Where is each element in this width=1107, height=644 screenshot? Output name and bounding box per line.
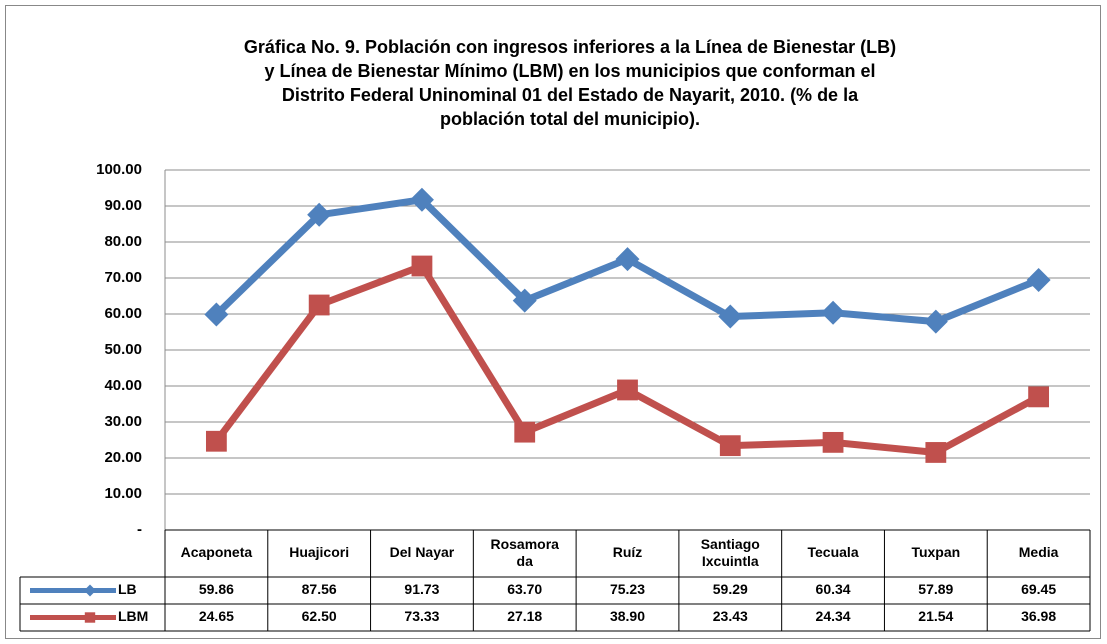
- y-tick-label: 60.00: [104, 305, 142, 322]
- marker: [512, 288, 537, 313]
- marker: [615, 247, 640, 272]
- x-tick-label: Rosamora da: [490, 536, 559, 569]
- marker: [84, 584, 96, 597]
- x-tick-label: Tuxpan: [911, 544, 960, 560]
- table-value: 87.56: [302, 581, 337, 597]
- table-value: 62.50: [302, 608, 337, 624]
- y-tick-label: 50.00: [104, 341, 142, 358]
- table-value: 24.34: [816, 608, 851, 624]
- marker: [409, 187, 434, 212]
- y-tick-label: 30.00: [104, 413, 142, 430]
- table-value: 59.29: [713, 581, 748, 597]
- x-tick-label: Media: [1019, 544, 1059, 560]
- marker: [411, 255, 433, 277]
- marker: [307, 202, 332, 227]
- table-value: 24.65: [199, 608, 234, 624]
- table-value: 57.89: [918, 581, 953, 597]
- y-tick-label: 10.00: [104, 485, 142, 502]
- marker: [1028, 386, 1050, 408]
- table-value: 63.70: [507, 581, 542, 597]
- y-tick-label: 40.00: [104, 377, 142, 394]
- y-tick-label: 100.00: [96, 161, 142, 178]
- chart-title: y Línea de Bienestar Mínimo (LBM) en los…: [264, 61, 875, 81]
- table-value: 75.23: [610, 581, 645, 597]
- table-value: 21.54: [918, 608, 953, 624]
- table-value: 60.34: [816, 581, 851, 597]
- x-tick-label: Acaponeta: [181, 544, 253, 560]
- marker: [308, 294, 330, 316]
- chart-title: Distrito Federal Uninominal 01 del Estad…: [282, 85, 859, 105]
- x-tick-label: Ruíz: [613, 544, 643, 560]
- y-tick-label: 90.00: [104, 197, 142, 214]
- table-value: 23.43: [713, 608, 748, 624]
- table-value: 69.45: [1021, 581, 1056, 597]
- legend-label: LBM: [118, 608, 148, 624]
- x-tick-label: Del Nayar: [390, 544, 455, 560]
- marker: [84, 612, 96, 623]
- table-value: 27.18: [507, 608, 542, 624]
- table-value: 91.73: [404, 581, 439, 597]
- marker: [821, 300, 846, 325]
- marker: [718, 304, 743, 329]
- marker: [925, 442, 947, 463]
- chart-title: Gráfica No. 9. Población con ingresos in…: [244, 37, 896, 57]
- marker: [204, 302, 229, 327]
- table-value: 36.98: [1021, 608, 1056, 624]
- marker: [719, 435, 741, 457]
- table-value: 38.90: [610, 608, 645, 624]
- y-tick-label: 80.00: [104, 233, 142, 250]
- marker: [205, 430, 227, 452]
- legend-label: LB: [118, 581, 137, 597]
- marker: [514, 421, 536, 443]
- table-value: 59.86: [199, 581, 234, 597]
- marker: [923, 309, 948, 334]
- y-tick-label: -: [137, 521, 142, 538]
- y-tick-label: 20.00: [104, 449, 142, 466]
- x-tick-label: Tecuala: [808, 544, 859, 560]
- marker: [1026, 267, 1051, 292]
- x-tick-label: Santiago Ixcuintla: [701, 536, 760, 569]
- marker: [822, 431, 844, 453]
- marker: [617, 379, 638, 401]
- table-value: 73.33: [404, 608, 439, 624]
- chart-title: población total del municipio).: [440, 109, 700, 129]
- y-tick-label: 70.00: [104, 269, 142, 286]
- x-tick-label: Huajicori: [289, 544, 349, 560]
